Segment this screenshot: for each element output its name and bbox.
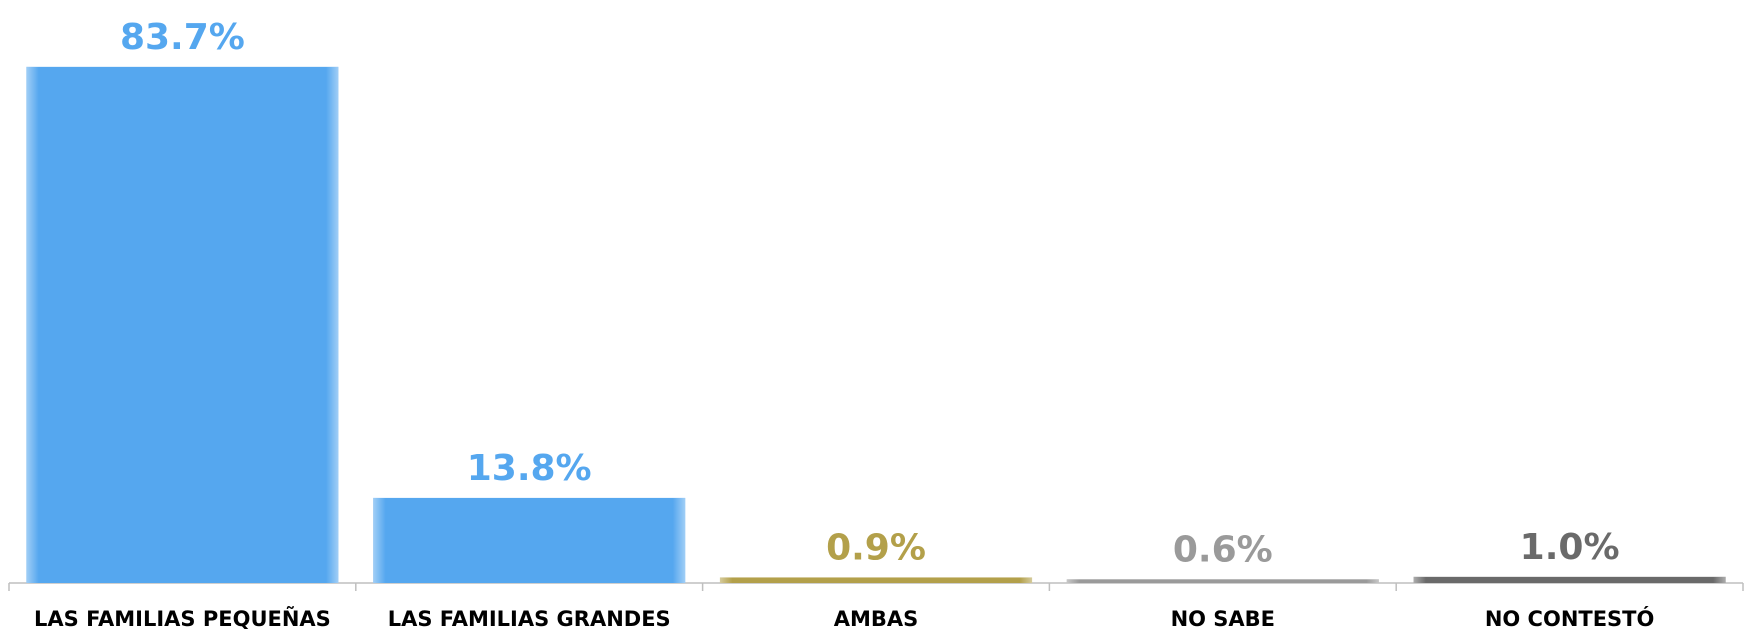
- value-label: 13.8%: [467, 448, 592, 489]
- bar-highlight: [719, 577, 1033, 583]
- value-label: 1.0%: [1520, 527, 1620, 568]
- x-tick-label: LAS FAMILIAS GRANDES: [388, 607, 671, 631]
- bar-highlight: [26, 66, 339, 584]
- bar-highlight: [1413, 576, 1726, 583]
- value-label: 83.7%: [120, 17, 245, 58]
- bar-highlight: [1066, 579, 1379, 583]
- x-tick-label: AMBAS: [834, 607, 919, 631]
- bar-highlight: [373, 497, 686, 583]
- x-tick-label: NO CONTESTÓ: [1485, 606, 1655, 631]
- value-label: 0.9%: [826, 527, 926, 568]
- x-tick-label: LAS FAMILIAS PEQUEÑAS: [34, 606, 331, 631]
- x-tick-label: NO SABE: [1171, 607, 1275, 631]
- value-label: 0.6%: [1173, 529, 1273, 570]
